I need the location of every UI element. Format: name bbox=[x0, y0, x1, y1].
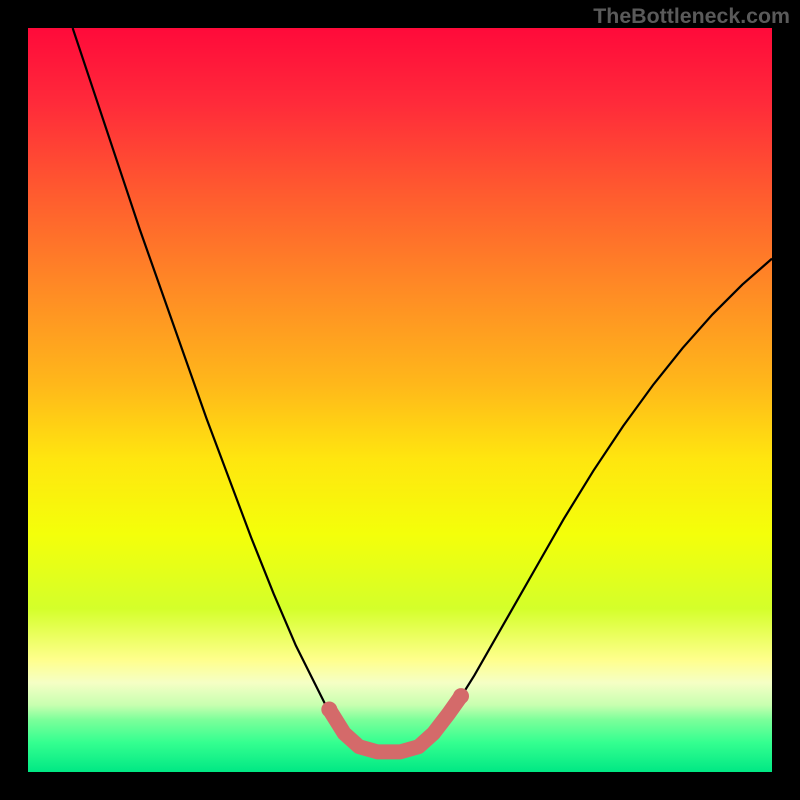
frame-border-bottom bbox=[0, 772, 800, 800]
frame-border-right bbox=[772, 0, 800, 800]
bottleneck-curve bbox=[73, 28, 772, 753]
highlight-dot bbox=[453, 688, 469, 704]
watermark-text: TheBottleneck.com bbox=[593, 4, 790, 29]
bottom-highlight-path bbox=[329, 696, 461, 752]
curve-layer bbox=[28, 28, 772, 772]
highlight-dot bbox=[321, 702, 337, 718]
plot-area bbox=[28, 28, 772, 772]
chart-container: TheBottleneck.com bbox=[0, 0, 800, 800]
frame-border-left bbox=[0, 0, 28, 800]
